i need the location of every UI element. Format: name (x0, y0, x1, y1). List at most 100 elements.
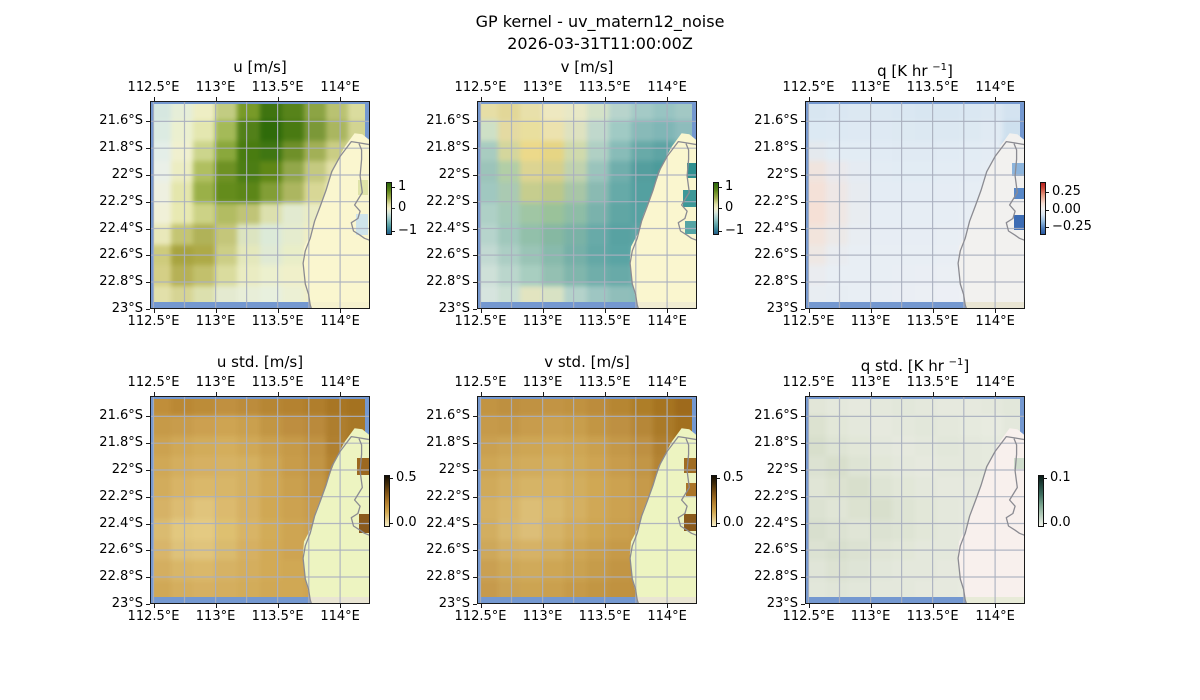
heatmap-cell (325, 414, 348, 436)
y-tickmark (473, 121, 477, 122)
x-tickmark (667, 309, 668, 313)
heatmap-cell (936, 435, 959, 457)
heatmap-cell (608, 202, 631, 224)
gulf-data-spot (356, 214, 368, 235)
heatmap-cell (498, 414, 521, 436)
heatmap-cell (498, 202, 521, 224)
colorbar-tickmark (392, 187, 395, 188)
x-tick-label-bottom: 113.5°E (578, 314, 631, 329)
colorbar-tickmark (1044, 523, 1047, 524)
heatmap-cell (520, 104, 543, 120)
heatmap-cell (870, 399, 893, 415)
heatmap-cell (608, 265, 631, 287)
y-tickmark (146, 148, 150, 149)
heatmap-cell (237, 414, 260, 436)
heatmap-cell (171, 161, 194, 183)
colorbar-tick-label: 1 (398, 179, 407, 194)
heatmap-cell (237, 560, 260, 582)
heatmap-cell (826, 414, 849, 436)
y-tick-label: 21.8°S (754, 435, 798, 450)
heatmap-cell (193, 581, 216, 597)
y-tickmark (146, 121, 150, 122)
heatmap-cell (826, 435, 849, 457)
heatmap-cell (542, 182, 565, 203)
y-tick-label: 22.8°S (99, 569, 143, 584)
heatmap-cell (215, 435, 238, 457)
x-tick-label-bottom: 112.5°E (782, 609, 835, 624)
y-tick-label: 22.2°S (99, 489, 143, 504)
heatmap-cell (215, 414, 238, 436)
heatmap-cell (892, 456, 915, 478)
y-tick-label: 22.2°S (426, 489, 470, 504)
heatmap-cell (809, 581, 827, 597)
land-area (629, 133, 697, 309)
heatmap-cell (980, 119, 1003, 141)
x-tick-label-bottom: 114°E (320, 609, 360, 624)
y-tick-label: 22.6°S (99, 542, 143, 557)
heatmap-cell (809, 560, 827, 582)
x-tickmark (481, 309, 482, 313)
heatmap-cell (520, 497, 543, 519)
heatmap-cell (171, 560, 194, 582)
panel-title-u: u [m/s] (233, 58, 287, 76)
heatmap-cell (608, 456, 631, 478)
colorbar-tick-label: −0.25 (1052, 219, 1092, 234)
x-tickmark (871, 309, 872, 313)
colorbar-tick-label: 0.25 (1052, 184, 1081, 199)
y-tick-label: 22.4°S (754, 516, 798, 531)
heatmap-cell (154, 456, 172, 478)
y-tickmark (801, 470, 805, 471)
heatmap-cell (520, 456, 543, 478)
y-tickmark (473, 497, 477, 498)
x-tick-label-bottom: 114°E (647, 609, 687, 624)
heatmap-cell (564, 182, 587, 203)
heatmap-cell (215, 202, 238, 224)
gulf-data-spot (1014, 458, 1025, 469)
y-tick-label: 22.6°S (426, 247, 470, 262)
x-tickmark (278, 309, 279, 313)
heatmap-cell (564, 456, 587, 478)
colorbar-tick-label: 0 (398, 200, 407, 215)
heatmap-cell (608, 414, 631, 436)
heatmap-cell (809, 414, 827, 436)
heatmap-cell (936, 286, 959, 302)
colorbar-tickmark (1046, 210, 1049, 211)
colorbar-tickmark (392, 208, 395, 209)
heatmap-cell (215, 560, 238, 582)
y-tick-label: 21.8°S (426, 140, 470, 155)
colorbar-tick-label: 0.00 (1052, 202, 1081, 217)
y-tickmark (146, 470, 150, 471)
heatmap-cell (608, 140, 631, 162)
heatmap-cell (281, 202, 304, 224)
heatmap-cell (826, 581, 849, 597)
x-tickmark (340, 604, 341, 608)
x-tick-label-top: 113°E (850, 80, 891, 95)
coastline (629, 140, 697, 309)
y-tick-label: 22.2°S (99, 194, 143, 209)
data-field (154, 399, 365, 597)
heatmap-cell (154, 161, 172, 183)
x-tickmark (933, 604, 934, 608)
x-tickmark (809, 604, 810, 608)
heatmap-cell (498, 182, 521, 203)
heatmap-cell (498, 477, 521, 498)
x-tickmark (543, 97, 544, 101)
x-tick-label-top: 113.5°E (251, 375, 304, 390)
heatmap-cell (936, 119, 959, 141)
heatmap-cell (809, 202, 827, 224)
heatmap-cell (542, 202, 565, 224)
heatmap-cell (542, 477, 565, 498)
heatmap-cell (193, 182, 216, 203)
y-tickmark (801, 255, 805, 256)
heatmap-cell (892, 414, 915, 436)
map-overlay (805, 101, 1025, 309)
x-tickmark (154, 392, 155, 396)
heatmap-cell (914, 202, 937, 224)
heatmap-cell (586, 581, 609, 597)
heatmap-cell (652, 104, 675, 120)
panel-title-v_std: v std. [m/s] (544, 353, 630, 371)
colorbar-q (1040, 182, 1046, 235)
y-tickmark (801, 443, 805, 444)
coastline (1005, 438, 1025, 537)
coastline (302, 140, 370, 309)
